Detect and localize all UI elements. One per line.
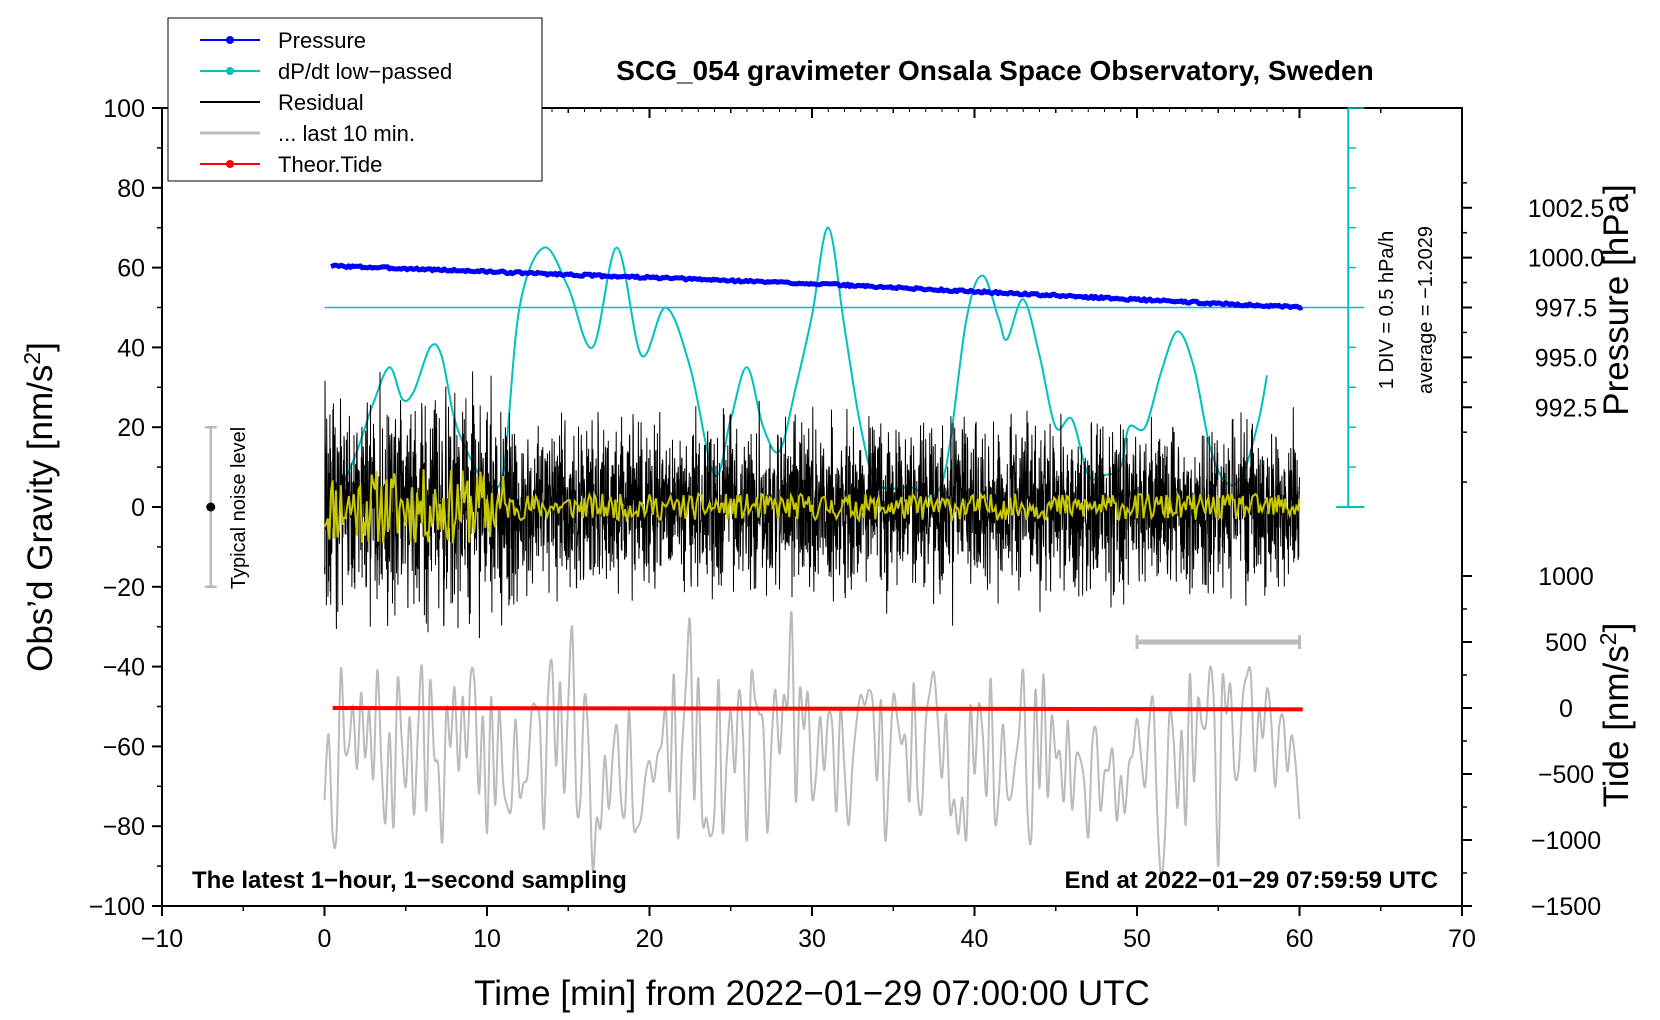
y-tick-label: −100: [89, 893, 145, 921]
y-tick-label: 20: [117, 414, 145, 442]
y-axis-label-sup: 2: [19, 352, 45, 365]
x-tick-label: 70: [1448, 925, 1476, 953]
pressure-series: [330, 262, 1304, 311]
last-10-min-series: [323, 610, 1301, 879]
y-axis-tide: −1500 −1000 −500 0 500 1000: [1462, 563, 1601, 921]
pressure-tick-label: 997.5: [1535, 295, 1598, 323]
noise-level-label: Typical noise level: [228, 427, 250, 589]
tide-axis-label-sup: 2: [1595, 632, 1621, 645]
x-tick-label: 10: [473, 925, 501, 953]
tide-tick-label: −500: [1538, 761, 1594, 789]
pressure-axis-label: Pressure [hPa]: [1597, 184, 1636, 416]
y-tick-label: 80: [117, 175, 145, 203]
y-axis-gravity: −100 −80 −60 −40 −20 0 20 40 60 80 100: [89, 95, 162, 921]
tide-tick-label: −1500: [1531, 893, 1601, 921]
chart-title: SCG_054 gravimeter Onsala Space Observat…: [616, 55, 1373, 86]
y-axis-pressure: 992.5 995.0 997.5 1000.0 1002.5: [1462, 182, 1604, 483]
y-axis-label-close: ]: [21, 342, 60, 352]
y-tick-label: 100: [103, 95, 145, 123]
legend-entries: Pressure dP/dt low−passed Residual ... last…: [200, 28, 452, 177]
y-tick-label: −20: [103, 574, 145, 602]
legend-label: dP/dt low−passed: [278, 59, 452, 84]
end-time-note: End at 2022−01−29 07:59:59 UTC: [1064, 867, 1438, 894]
pressure-tick-label: 1002.5: [1528, 195, 1604, 223]
y-tick-label: −60: [103, 733, 145, 761]
y-tick-label: 40: [117, 334, 145, 362]
legend-marker: [226, 160, 234, 168]
y-tick-label: −40: [103, 654, 145, 682]
legend-label: Pressure: [278, 28, 366, 53]
tide-axis-label-text: Tide [nm/s: [1597, 645, 1636, 807]
sampling-note: The latest 1−hour, 1−second sampling: [192, 867, 627, 894]
residual-smoothed-series: [323, 469, 1301, 544]
annotation-marks: [204, 107, 1365, 649]
legend-label: ... last 10 min.: [278, 121, 415, 146]
residual-smoothed-line: [323, 469, 1301, 544]
x-tick-label: 20: [636, 925, 664, 953]
x-axis-label: Time [min] from 2022−01−29 07:00:00 UTC: [474, 974, 1150, 1013]
x-axis: −10 0 10 20 30 40 50 60 70: [141, 108, 1476, 953]
scale-div-label: 1 DIV = 0.5 hPa/h: [1376, 231, 1398, 389]
legend-label: Theor.Tide: [278, 152, 382, 177]
y-tick-label: 0: [131, 494, 145, 522]
tide-tick-label: −1000: [1531, 827, 1601, 855]
pressure-tick-label: 1000.0: [1528, 245, 1604, 273]
legend-box: [167, 17, 543, 182]
pressure-tick-label: 995.0: [1535, 344, 1598, 372]
legend-marker: [226, 36, 234, 44]
y-tick-label: 60: [117, 255, 145, 283]
scale-average-label: average = −1.2029: [1415, 226, 1437, 394]
pressure-line: [330, 262, 1304, 311]
noise-center-dot: [206, 502, 216, 512]
tide-axis-label: Tide [nm/s2]: [1595, 623, 1636, 808]
legend-label: Residual: [278, 90, 364, 115]
y-axis-label-text: Obs’d Gravity [nm/s: [21, 365, 60, 672]
residual-line: [324, 371, 1300, 639]
last-10-min-line: [323, 610, 1301, 879]
x-tick-label: −10: [141, 925, 183, 953]
pressure-tick-label: 992.5: [1535, 394, 1598, 422]
y-axis-label: Obs’d Gravity [nm/s2]: [19, 342, 60, 672]
residual-series: [324, 371, 1300, 639]
tide-tick-label: 500: [1545, 629, 1587, 657]
tide-tick-label: 0: [1559, 695, 1573, 723]
legend: Pressure dP/dt low−passed Residual ... last…: [167, 17, 543, 182]
x-tick-label: 40: [961, 925, 989, 953]
legend-marker: [226, 67, 234, 75]
x-tick-label: 0: [318, 925, 332, 953]
tide-series: [332, 706, 1303, 712]
x-tick-label: 50: [1123, 925, 1151, 953]
tide-tick-label: 1000: [1538, 563, 1594, 591]
x-tick-label: 30: [798, 925, 826, 953]
x-tick-label: 60: [1286, 925, 1314, 953]
y-tick-label: −80: [103, 813, 145, 841]
tide-axis-label-close: ]: [1597, 623, 1636, 633]
tide-line: [332, 706, 1303, 712]
